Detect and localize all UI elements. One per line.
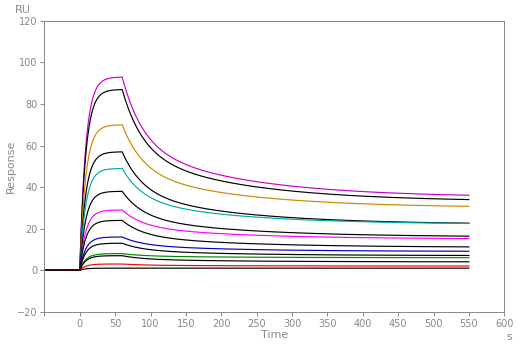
Text: s: s bbox=[507, 332, 512, 342]
Y-axis label: Response: Response bbox=[6, 140, 16, 193]
X-axis label: Time: Time bbox=[261, 330, 288, 340]
Text: RU: RU bbox=[15, 5, 31, 15]
